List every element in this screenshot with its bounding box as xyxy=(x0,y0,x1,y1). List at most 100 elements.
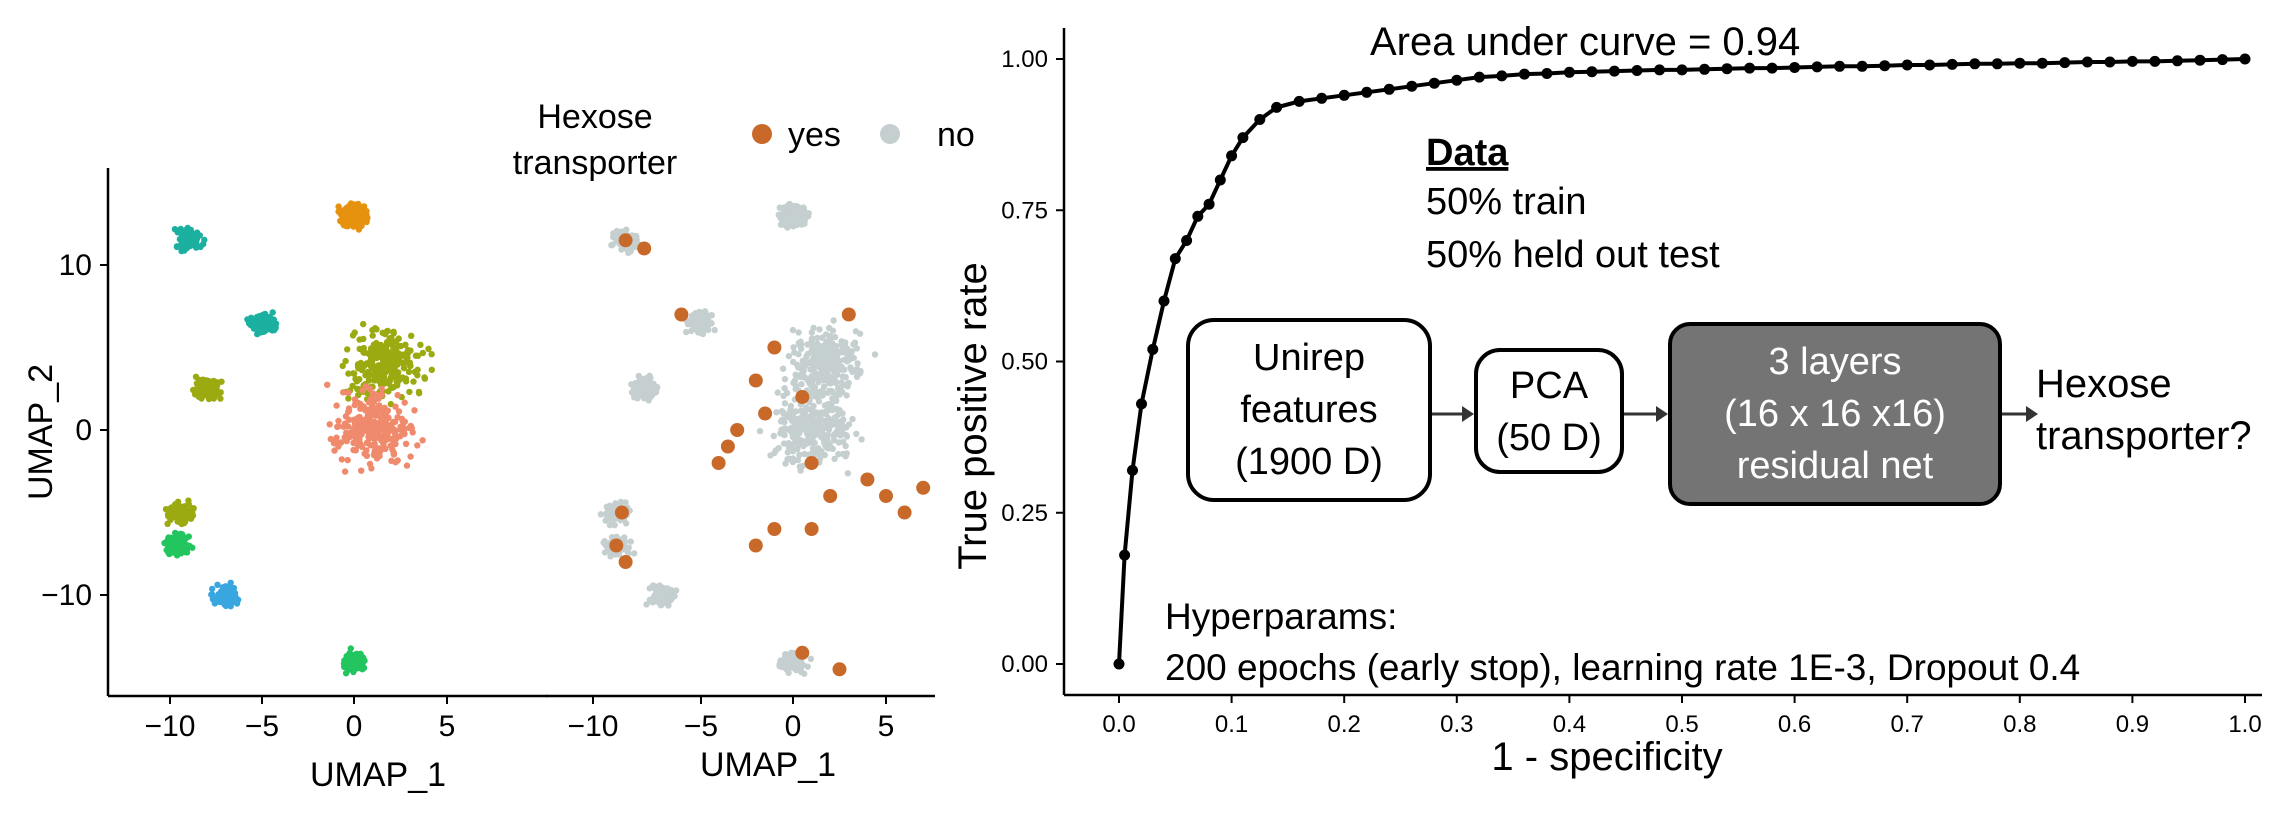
umap-left-point xyxy=(345,395,352,402)
umap-left-point xyxy=(383,339,391,346)
umap-right-point-no xyxy=(643,387,650,395)
umap-left-point xyxy=(339,362,346,370)
umap-right-point-yes xyxy=(614,505,629,520)
umap-right-point-no xyxy=(790,649,797,657)
roc-x-tick-label: 0.1 xyxy=(1215,711,1248,738)
umap-left-point xyxy=(183,243,190,250)
umap-left-panel: 10 0 −10 −10 −5 0 5 UMAP_1 UMAP_2 xyxy=(22,168,548,794)
umap-left-point xyxy=(391,367,398,374)
umap-left-point xyxy=(335,203,342,210)
umap-right-point-no xyxy=(831,362,838,369)
umap-left-point xyxy=(191,387,198,394)
umap-left-point xyxy=(399,374,406,381)
roc-point xyxy=(1541,68,1553,79)
umap-right-point-no xyxy=(777,430,784,437)
umap-right-point-no xyxy=(821,402,829,409)
roc-point xyxy=(2171,55,2183,67)
pipeline-box-net-line: 3 layers xyxy=(1768,341,1901,383)
umap-left-point xyxy=(404,348,411,355)
umap-right-point-no xyxy=(801,450,808,458)
umap-right-point-yes xyxy=(841,307,856,322)
umap-right-point-no xyxy=(824,367,831,374)
pipeline-arrow-head xyxy=(2026,406,2038,422)
pipeline-output-line: transporter? xyxy=(2036,414,2252,458)
umap-right-point-no xyxy=(828,343,835,351)
umap-left-point xyxy=(370,429,377,436)
umap-left-point xyxy=(387,360,395,368)
legend-title-line2: transporter xyxy=(513,144,677,182)
umap-right-point-no xyxy=(842,442,849,450)
umap-right-points xyxy=(597,200,931,677)
roc-x-tick-label: 0.0 xyxy=(1102,711,1135,738)
pipeline-box-unirep xyxy=(1186,318,1432,502)
umap-left-point xyxy=(367,363,375,370)
umap-right-point-no xyxy=(823,356,831,364)
umap-right-point-no xyxy=(804,438,811,445)
umap-left-point xyxy=(338,456,345,463)
legend-no-swatch xyxy=(880,124,900,144)
pipeline-output-line: Hexose xyxy=(2036,362,2172,406)
umap-right-point-no xyxy=(792,382,800,390)
umap-right-point-no xyxy=(801,220,808,227)
roc-point xyxy=(1214,174,1226,186)
umap-right-point-no xyxy=(849,415,856,423)
umap-left-point xyxy=(419,437,426,444)
umap-right-point-yes xyxy=(609,538,624,553)
roc-point xyxy=(1428,77,1440,89)
roc-point xyxy=(1113,658,1125,670)
umap-left-point xyxy=(356,376,363,383)
umap-right-point-yes xyxy=(767,340,782,355)
umap-left-point xyxy=(385,388,392,395)
roc-point xyxy=(1119,549,1131,561)
umap-left-point xyxy=(327,435,334,443)
umap-right-point-no xyxy=(774,389,781,396)
umap-right-point-no xyxy=(817,417,824,424)
umap-right-point-no xyxy=(789,448,797,455)
umap-right-point-no xyxy=(779,365,787,372)
umap-left-point xyxy=(371,418,378,425)
umap-right-point-no xyxy=(775,211,782,218)
legend-yes-swatch xyxy=(752,124,772,144)
umap-right-point-no xyxy=(781,385,788,392)
roc-point xyxy=(1969,58,1981,70)
umap-right-point-no xyxy=(779,416,786,423)
umap-left-point xyxy=(394,391,401,399)
roc-point xyxy=(1237,132,1249,144)
umap-right-point-no xyxy=(833,371,841,378)
umap-left-point xyxy=(391,418,399,426)
pipeline-arrow-head xyxy=(1656,406,1668,422)
umap-right-point-no xyxy=(804,341,811,348)
umap-left-point xyxy=(374,369,382,376)
umap-right-point-no xyxy=(789,458,797,466)
umap-right-point-no xyxy=(844,470,852,477)
umap-right-point-no xyxy=(840,416,847,423)
umap-right-point-no xyxy=(831,414,839,421)
umap-left-point xyxy=(356,216,364,223)
umap-right-point-no xyxy=(843,392,850,399)
umap-right-point-no xyxy=(871,351,879,358)
umap-left-point xyxy=(375,377,383,385)
umap-right-point-no xyxy=(831,455,838,463)
umap-left-point xyxy=(392,440,399,448)
umap-right-point-no xyxy=(649,390,656,397)
umap-right-point-no xyxy=(839,410,846,417)
roc-point xyxy=(1361,86,1373,98)
umap-right-point-no xyxy=(820,383,828,390)
umap-right-point-no xyxy=(836,357,843,365)
roc-point xyxy=(1879,60,1891,72)
pipeline-box-net-line: (16 x 16 x16) xyxy=(1724,393,1946,435)
data-train-line: 50% train xyxy=(1426,181,1587,223)
umap-right-point-no xyxy=(791,377,799,384)
umap-left-point xyxy=(379,355,386,362)
umap-right-point-no xyxy=(635,382,642,389)
roc-x-tick-label: 0.5 xyxy=(1665,711,1698,738)
umap-right-point-no xyxy=(828,351,835,358)
roc-curve-line xyxy=(1117,57,2246,665)
umap-right-point-yes xyxy=(767,522,782,536)
umap-right-point-no xyxy=(627,538,634,545)
umap-left-point xyxy=(267,323,275,330)
umap-left-point xyxy=(392,459,399,466)
roc-point xyxy=(1169,253,1181,265)
umap-left-point xyxy=(346,433,353,441)
